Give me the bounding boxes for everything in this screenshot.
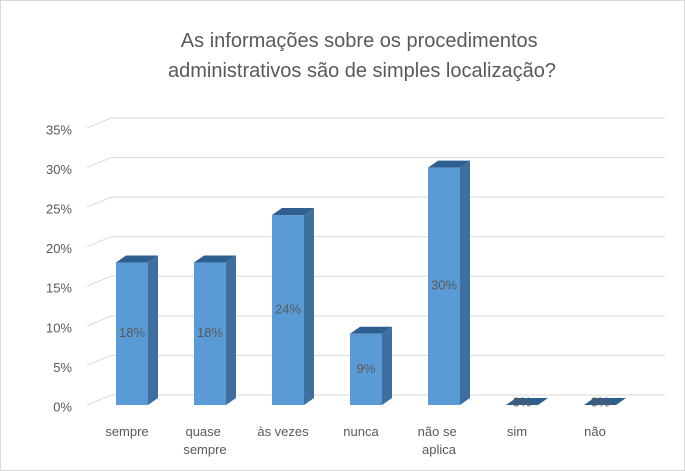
x-tick-label: sempre <box>105 424 148 439</box>
bar-top <box>350 326 392 334</box>
x-tick-label: sim <box>507 424 527 439</box>
grid-line <box>86 354 665 366</box>
grid-line <box>86 275 665 287</box>
y-tick-label: 20% <box>46 241 72 256</box>
x-tick-label: às vezes <box>257 424 309 439</box>
bar-side <box>304 208 314 405</box>
bar-front <box>272 215 304 405</box>
y-tick-label: 25% <box>46 202 72 217</box>
bar-top <box>272 208 314 216</box>
chart-title: As informações sobre os procedimentos ad… <box>168 30 556 82</box>
y-tick-label: 35% <box>46 122 72 137</box>
bar-top <box>116 255 158 263</box>
bar <box>194 255 236 405</box>
bar-top <box>428 160 470 168</box>
bar <box>116 255 158 405</box>
bar <box>428 160 470 405</box>
grid-line <box>86 157 665 169</box>
data-label: 18% <box>119 325 145 340</box>
bar <box>350 326 392 405</box>
bar <box>272 208 314 405</box>
bar-top <box>584 398 626 405</box>
y-tick-label: 30% <box>46 162 72 177</box>
bar-front <box>194 262 226 405</box>
data-label: 30% <box>431 278 457 293</box>
grid-line <box>86 196 665 208</box>
bar-side <box>460 160 470 405</box>
bar-side <box>226 255 236 405</box>
grid-line <box>86 117 665 129</box>
bar-top <box>506 398 548 405</box>
y-tick-label: 0% <box>53 399 72 414</box>
data-label: 18% <box>197 325 223 340</box>
bar-front <box>116 262 148 405</box>
x-tick-label: não se aplica <box>418 424 461 457</box>
data-label: 9% <box>357 361 376 376</box>
y-tick-label: 15% <box>46 281 72 296</box>
bar-top <box>194 255 236 263</box>
y-tick-label: 10% <box>46 320 72 335</box>
x-tick-label: quase sempre <box>183 424 226 457</box>
data-label: 24% <box>275 301 301 316</box>
bar-side <box>382 326 392 405</box>
grid-line <box>86 315 665 327</box>
data-label: 0% <box>591 394 610 409</box>
data-label: 0% <box>513 394 532 409</box>
x-tick-label: nunca <box>343 424 379 439</box>
x-tick-label: não <box>584 424 606 439</box>
bar-front <box>428 167 460 405</box>
bar <box>506 398 548 405</box>
grid-line <box>86 236 665 248</box>
bar-side <box>148 255 158 405</box>
y-tick-label: 5% <box>53 360 72 375</box>
bar <box>584 398 626 405</box>
grid-line <box>86 394 665 406</box>
bar-front <box>350 333 382 405</box>
